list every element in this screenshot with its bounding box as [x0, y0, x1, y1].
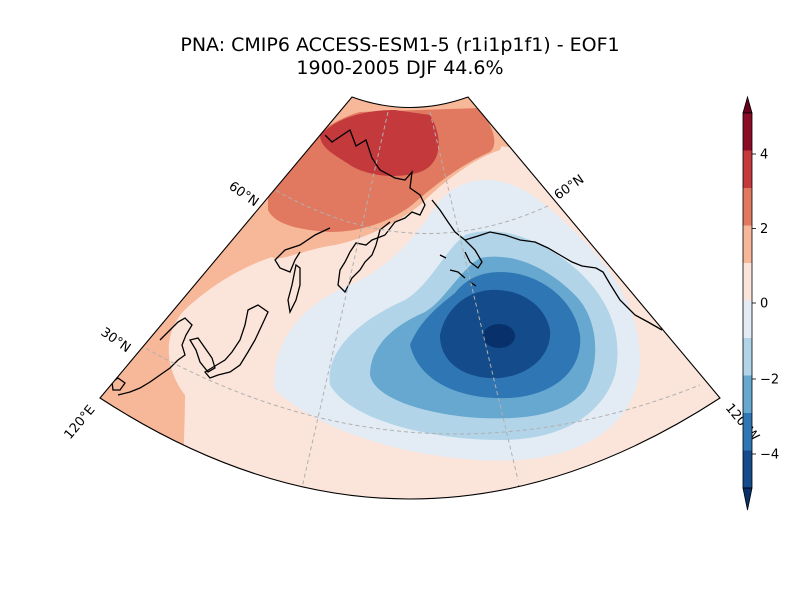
- colorbar-level-neg1-to-0: [743, 300, 752, 338]
- lat-60-left-label: 60°N: [226, 179, 261, 210]
- lat-30-left-label: 30°N: [98, 325, 133, 356]
- colorbar-tick-0: 0: [760, 297, 768, 312]
- colorbar-under-triangle: [742, 487, 753, 511]
- colorbar-over-triangle: [742, 95, 753, 114]
- colorbar-level-neg5-to-neg4: [743, 450, 752, 488]
- colorbar-tick-neg4: −4: [760, 448, 779, 463]
- gridline-lon-2: [429, 111, 519, 481]
- contour-3-to-4: [320, 110, 439, 176]
- colorbar-tick-marks: [752, 153, 756, 455]
- map-boundary: [99, 96, 721, 500]
- coastline-sakhalin: [287, 263, 301, 315]
- coastline-taiwan: [111, 377, 126, 391]
- gridline-lat-60: [269, 186, 551, 235]
- gridline-lat-30: [139, 344, 701, 435]
- colorbar-level-0-to-1: [743, 263, 752, 301]
- colorbar-level-neg4-to-neg3: [743, 413, 752, 451]
- title-line-1: PNA: CMIP6 ACCESS-ESM1-5 (r1i1p1f1) - EO…: [180, 34, 620, 56]
- coastline-asia: [324, 129, 426, 294]
- contour-below-neg5: [483, 324, 515, 348]
- eof-contour-field: [100, 97, 720, 499]
- coastlines: [111, 129, 663, 492]
- lon-120e-label: 120°E: [62, 403, 99, 443]
- coastline-hawaii: [517, 485, 543, 492]
- colorbar-level-neg2-to-neg1: [743, 338, 752, 376]
- lon-120w-label: 120°W: [722, 401, 762, 445]
- coastline-kamchatka: [274, 227, 331, 273]
- colorbar-level-2-to-3: [743, 188, 752, 226]
- colorbar-level-4-to-5: [743, 113, 752, 151]
- coastline-alaska: [431, 199, 663, 331]
- coastline-japan: [204, 304, 269, 379]
- colorbar-tick-2: 2: [760, 222, 768, 237]
- coastline-china-coast: [117, 317, 193, 396]
- title-line-2: 1900-2005 DJF 44.6%: [296, 57, 504, 79]
- colorbar-outline: [742, 112, 753, 489]
- graticule: [139, 111, 701, 499]
- map-title: PNA: CMIP6 ACCESS-ESM1-5 (r1i1p1f1) - EO…: [0, 34, 800, 80]
- colorbar-level-1-to-2: [743, 225, 752, 263]
- colorbar: 4 2 0 −2 −4: [742, 95, 779, 511]
- coastline-siberia-east: [375, 221, 391, 246]
- colorbar-level-3-to-4: [743, 150, 752, 188]
- colorbar-tick-neg2: −2: [760, 373, 779, 388]
- colorbar-level-neg3-to-neg2: [743, 375, 752, 413]
- coastline-korea: [188, 337, 216, 373]
- colorbar-tick-4: 4: [760, 148, 768, 163]
- lat-60-right-label: 60°N: [552, 172, 587, 203]
